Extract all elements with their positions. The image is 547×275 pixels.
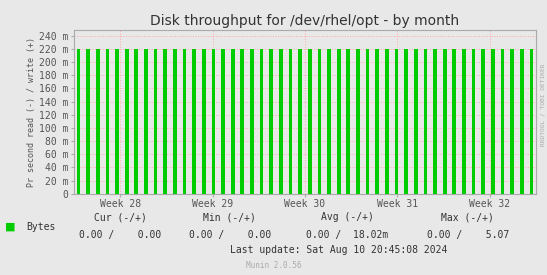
Text: Bytes: Bytes xyxy=(26,222,56,232)
Text: 0.00 /    5.07: 0.00 / 5.07 xyxy=(427,230,509,240)
Bar xyxy=(173,49,177,194)
Bar xyxy=(308,49,312,194)
Bar xyxy=(77,49,80,194)
Bar xyxy=(154,49,158,194)
Text: Cur (-/+): Cur (-/+) xyxy=(94,212,147,222)
Text: Min (-/+): Min (-/+) xyxy=(203,212,256,222)
Bar xyxy=(462,49,466,194)
Bar xyxy=(423,49,427,194)
Bar xyxy=(260,49,264,194)
Bar xyxy=(279,49,283,194)
Bar xyxy=(520,49,523,194)
Bar xyxy=(183,49,187,194)
Bar xyxy=(192,49,196,194)
Bar xyxy=(250,49,254,194)
Bar xyxy=(375,49,379,194)
Text: 0.00 /  18.02m: 0.00 / 18.02m xyxy=(306,230,388,240)
Bar xyxy=(298,49,302,194)
Bar xyxy=(510,49,514,194)
Bar xyxy=(501,49,504,194)
Bar xyxy=(125,49,129,194)
Text: Max (-/+): Max (-/+) xyxy=(441,212,494,222)
Bar xyxy=(164,49,167,194)
Bar xyxy=(385,49,389,194)
Bar xyxy=(395,49,398,194)
Bar xyxy=(472,49,475,194)
Text: 0.00 /    0.00: 0.00 / 0.00 xyxy=(189,230,271,240)
Bar xyxy=(481,49,485,194)
Bar xyxy=(96,49,100,194)
Title: Disk throughput for /dev/rhel/opt - by month: Disk throughput for /dev/rhel/opt - by m… xyxy=(150,14,459,28)
Bar xyxy=(327,49,331,194)
Bar xyxy=(115,49,119,194)
Bar xyxy=(366,49,369,194)
Text: Last update: Sat Aug 10 20:45:08 2024: Last update: Sat Aug 10 20:45:08 2024 xyxy=(230,245,448,255)
Bar xyxy=(241,49,244,194)
Text: ■: ■ xyxy=(5,222,16,232)
Bar xyxy=(106,49,109,194)
Bar xyxy=(221,49,225,194)
Bar xyxy=(144,49,148,194)
Bar xyxy=(404,49,408,194)
Bar xyxy=(269,49,273,194)
Text: RRDTOOL / TOBI OETIKER: RRDTOOL / TOBI OETIKER xyxy=(541,63,546,146)
Bar xyxy=(135,49,138,194)
Bar xyxy=(529,49,533,194)
Bar xyxy=(86,49,90,194)
Bar xyxy=(202,49,206,194)
Y-axis label: Pr second read (-) / write (+): Pr second read (-) / write (+) xyxy=(27,37,36,187)
Bar xyxy=(452,49,456,194)
Text: 0.00 /    0.00: 0.00 / 0.00 xyxy=(79,230,161,240)
Bar xyxy=(356,49,360,194)
Text: Avg (-/+): Avg (-/+) xyxy=(321,212,374,222)
Bar xyxy=(231,49,235,194)
Bar xyxy=(289,49,292,194)
Bar xyxy=(212,49,215,194)
Bar xyxy=(337,49,341,194)
Bar xyxy=(318,49,321,194)
Text: Munin 2.0.56: Munin 2.0.56 xyxy=(246,261,301,270)
Bar xyxy=(433,49,437,194)
Bar xyxy=(443,49,446,194)
Bar xyxy=(346,49,350,194)
Bar xyxy=(414,49,418,194)
Bar xyxy=(491,49,494,194)
